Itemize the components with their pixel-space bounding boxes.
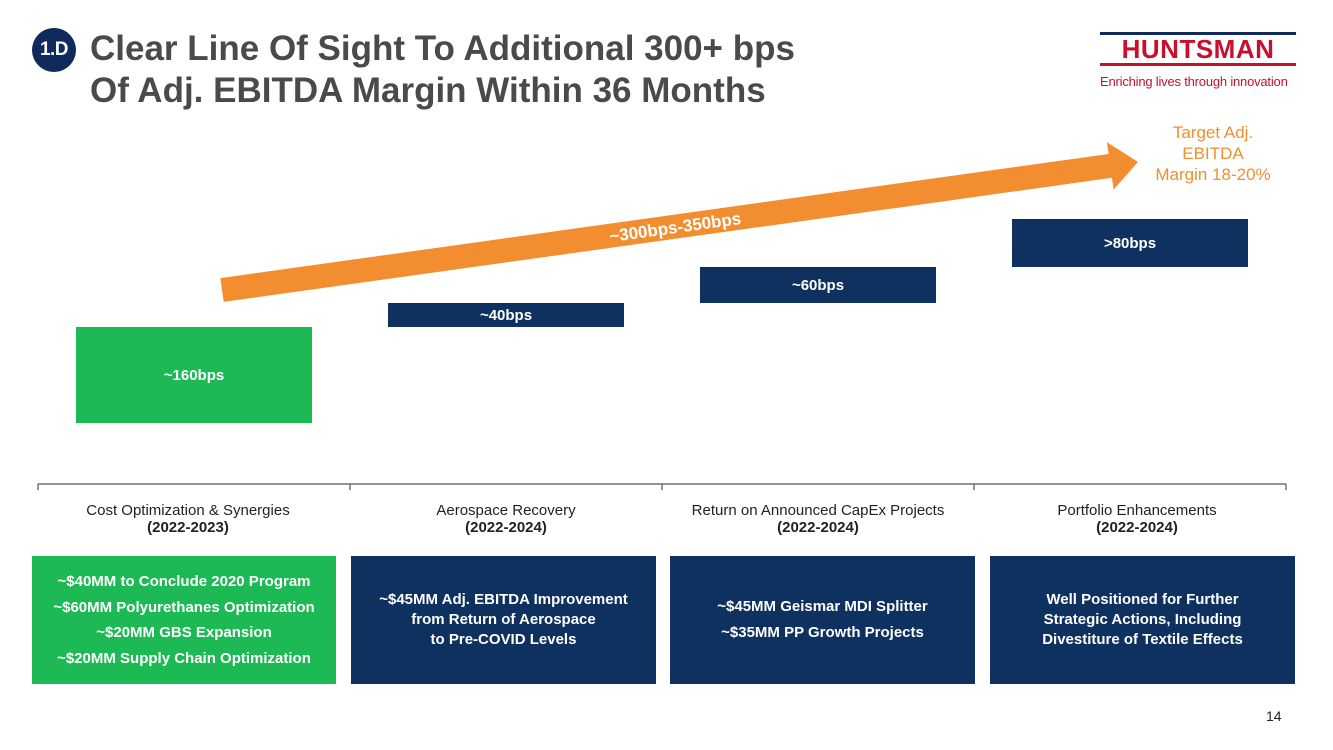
bar-value-label: ~160bps: [164, 367, 224, 384]
logo-top-bar: [1100, 32, 1296, 35]
waterfall-bar: [700, 267, 936, 303]
bar-value-label: ~60bps: [792, 277, 844, 294]
column-header-4: Portfolio Enhancements (2022-2024): [981, 502, 1293, 536]
arrow-total-label: ~300bps-350bps: [608, 209, 742, 246]
detail-line: ~$20MM GBS Expansion: [96, 624, 272, 641]
waterfall-bar: [388, 303, 624, 327]
detail-box-cost-optimization: ~$40MM to Conclude 2020 Program ~$60MM P…: [32, 556, 336, 684]
detail-box-portfolio: Well Positioned for Further Strategic Ac…: [990, 556, 1295, 684]
target-line-3: Margin 18-20%: [1155, 165, 1271, 184]
logo-bottom-bar: [1100, 63, 1296, 66]
column-name: Portfolio Enhancements: [1057, 502, 1217, 519]
column-period: (2022-2023): [147, 519, 229, 536]
title-line-1: Clear Line Of Sight To Additional 300+ b…: [90, 29, 795, 68]
detail-box-aerospace: ~$45MM Adj. EBITDA Improvement from Retu…: [351, 556, 656, 684]
detail-line: ~$60MM Polyurethanes Optimization: [53, 598, 315, 616]
waterfall-bar: [76, 327, 312, 423]
title-line-2: Of Adj. EBITDA Margin Within 36 Months: [90, 71, 766, 110]
waterfall-chart: ~160bps ~40bps ~60bps >80bps ~300bps-350bps: [37, 142, 1287, 490]
detail-box-capex: ~$45MM Geismar MDI Splitter ~$35MM PP Gr…: [670, 556, 975, 684]
detail-line: ~$40MM to Conclude 2020 Program: [57, 573, 311, 590]
bar-value-label: >80bps: [1104, 235, 1156, 252]
detail-line: to Pre-COVID Levels: [430, 631, 577, 648]
waterfall-bar: [1012, 219, 1248, 267]
logo-tagline: Enriching lives through innovation: [1100, 74, 1288, 89]
column-header-3: Return on Announced CapEx Projects (2022…: [662, 502, 974, 536]
logo-wordmark: HUNTSMAN: [1100, 32, 1298, 66]
column-header-2: Aerospace Recovery (2022-2024): [350, 502, 662, 536]
target-line-2: EBITDA: [1182, 144, 1244, 163]
detail-line: from Return of Aerospace: [411, 611, 596, 628]
detail-line: Divestiture of Textile Effects: [1042, 631, 1243, 648]
logo-name: HUNTSMAN: [1121, 34, 1275, 64]
section-badge: 1.D: [32, 28, 76, 72]
column-header-1: Cost Optimization & Synergies (2022-2023…: [32, 502, 344, 536]
column-period: (2022-2024): [777, 519, 859, 536]
page-title: Clear Line Of Sight To Additional 300+ b…: [90, 28, 795, 112]
bar-value-label: ~40bps: [480, 307, 532, 324]
column-period: (2022-2024): [1096, 519, 1178, 536]
target-margin-label: Target Adj. EBITDA Margin 18-20%: [1138, 122, 1288, 185]
detail-line: ~$45MM Adj. EBITDA Improvement: [379, 591, 628, 608]
column-name: Aerospace Recovery: [436, 502, 576, 519]
column-name: Cost Optimization & Synergies: [86, 502, 290, 519]
detail-line: Strategic Actions, Including: [1043, 611, 1242, 628]
column-name: Return on Announced CapEx Projects: [691, 502, 945, 519]
detail-line: ~$20MM Supply Chain Optimization: [57, 649, 311, 667]
page-number: 14: [1266, 708, 1282, 724]
column-period: (2022-2024): [465, 519, 547, 536]
trend-arrow: [220, 142, 1139, 302]
target-line-1: Target Adj.: [1172, 123, 1254, 142]
detail-line: ~$45MM Geismar MDI Splitter: [717, 598, 928, 615]
detail-line: ~$35MM PP Growth Projects: [721, 624, 924, 641]
huntsman-logo: HUNTSMAN Enriching lives through innovat…: [1100, 32, 1298, 89]
detail-line: Well Positioned for Further: [1046, 591, 1239, 608]
